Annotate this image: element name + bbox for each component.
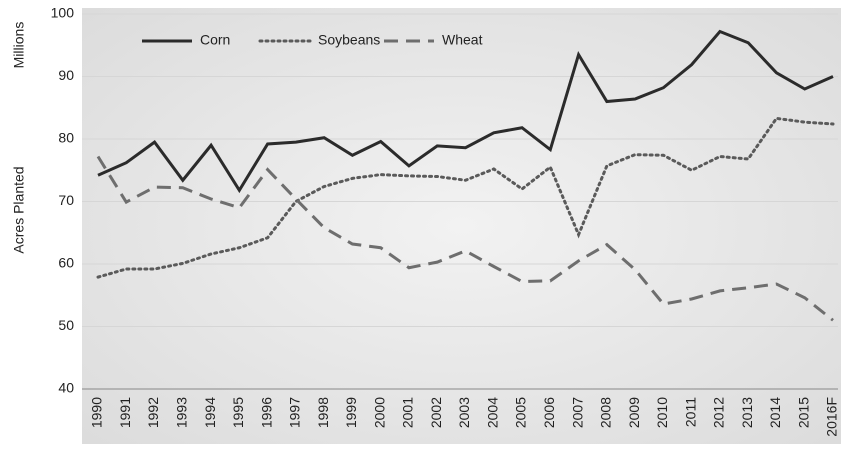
y-tick-label: 40 — [58, 380, 74, 396]
x-tick-label: 2016F — [824, 397, 840, 437]
x-tick-label: 2011 — [682, 397, 698, 427]
y-tick-label: 70 — [58, 192, 74, 208]
y-tick-label: 80 — [58, 130, 74, 146]
x-tick-label: 1999 — [343, 397, 359, 428]
x-tick-label: 1994 — [202, 397, 218, 428]
series-line — [96, 116, 835, 279]
x-tick-label: 1996 — [258, 397, 274, 428]
series-line — [96, 155, 834, 322]
x-tick-label: 1993 — [174, 397, 190, 428]
y-tick-label: 100 — [51, 5, 75, 21]
x-tick-label: 2001 — [400, 397, 416, 428]
x-tick-label: 2014 — [767, 397, 783, 428]
x-tick-label: 1990 — [89, 397, 105, 428]
x-tick-label: 2012 — [711, 397, 727, 428]
y-tick-label: 60 — [58, 255, 74, 271]
y-tick-label: 90 — [58, 67, 74, 83]
x-tick-label: 2008 — [598, 397, 614, 428]
y-unit: Millions — [11, 22, 27, 69]
x-tick-label: 1992 — [145, 397, 161, 428]
background — [82, 8, 841, 444]
legend-label: Corn — [200, 32, 230, 48]
x-tick-label: 1991 — [117, 397, 133, 428]
x-tick-label: 2013 — [739, 397, 755, 428]
x-tick-label: 1995 — [230, 397, 246, 428]
y-tick-label: 50 — [58, 317, 74, 333]
x-tick-label: 2004 — [484, 397, 500, 428]
x-tick-label: 2002 — [428, 397, 444, 428]
x-tick-label: 2005 — [513, 397, 529, 428]
x-tick-label: 2015 — [795, 397, 811, 428]
x-tick-label: 2000 — [371, 397, 387, 428]
x-tick-label: 2007 — [569, 397, 585, 428]
x-tick-label: 2003 — [456, 397, 472, 428]
legend-label: Soybeans — [318, 32, 380, 48]
x-tick-label: 1998 — [315, 397, 331, 428]
x-tick-label: 2010 — [654, 397, 670, 428]
x-tick-label: 2009 — [626, 397, 642, 428]
legend-label: Wheat — [442, 32, 483, 48]
series-line — [97, 29, 834, 194]
x-tick-label: 2006 — [541, 397, 557, 428]
y-label: Acres Planted — [11, 166, 27, 253]
x-tick-label: 1997 — [287, 397, 303, 428]
